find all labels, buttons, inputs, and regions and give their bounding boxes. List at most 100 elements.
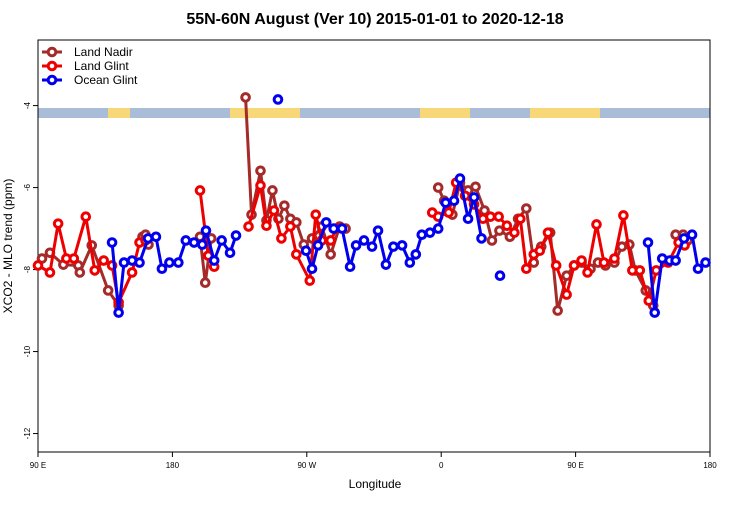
data-point <box>194 185 206 196</box>
data-point <box>142 233 154 244</box>
data-point <box>454 173 466 184</box>
data-point <box>416 229 428 241</box>
x-axis-label: Longitude <box>349 477 402 491</box>
data-point <box>501 220 513 232</box>
data-point <box>350 240 362 251</box>
data-point <box>582 267 593 278</box>
data-point <box>98 255 110 266</box>
chart-title: 55N-60N August (Ver 10) 2015-01-01 to 20… <box>186 11 563 28</box>
data-point <box>118 257 130 268</box>
data-point <box>366 241 378 252</box>
y-tick-label: -8 <box>23 265 32 273</box>
data-point <box>443 207 454 218</box>
data-point <box>591 219 602 230</box>
data-point <box>304 275 316 286</box>
data-point <box>550 260 562 271</box>
data-point <box>598 257 610 268</box>
data-point <box>255 180 266 191</box>
data-point <box>470 181 481 193</box>
data-point <box>328 223 339 234</box>
data-point <box>521 263 532 275</box>
data-point <box>267 185 278 196</box>
data-point <box>568 260 580 271</box>
data-point <box>306 263 318 275</box>
data-point <box>380 259 392 270</box>
data-point <box>126 267 138 278</box>
data-point <box>180 235 192 246</box>
data-point <box>649 307 661 318</box>
data-point <box>261 220 272 232</box>
data-point <box>493 211 504 222</box>
data-point <box>325 235 336 246</box>
data-point <box>609 253 620 264</box>
data-point <box>404 257 416 268</box>
data-point <box>255 165 266 177</box>
x-tick-label: 180 <box>166 461 180 470</box>
legend-label: Land Glint <box>74 59 129 73</box>
data-point <box>52 218 64 229</box>
data-point <box>542 227 554 238</box>
map-ocean <box>130 108 230 118</box>
data-point <box>272 94 284 105</box>
map-ocean <box>600 108 710 118</box>
data-point <box>156 263 168 275</box>
data-point <box>336 223 348 234</box>
legend-label: Land Nadir <box>74 45 133 59</box>
data-point <box>692 263 704 275</box>
data-point <box>106 237 118 248</box>
data-point <box>432 223 444 234</box>
data-point <box>173 257 184 268</box>
data-point <box>686 229 698 241</box>
y-tick-label: -6 <box>23 183 32 191</box>
data-point <box>199 277 211 288</box>
map-strip <box>38 108 710 118</box>
data-point <box>494 270 506 282</box>
data-point <box>325 249 336 260</box>
data-point <box>521 203 532 214</box>
data-point <box>372 225 384 236</box>
y-tick-label: -4 <box>23 101 32 109</box>
x-tick-label: 90 W <box>297 461 316 470</box>
map-ocean <box>38 108 108 118</box>
data-point <box>300 245 312 257</box>
data-point <box>643 295 655 307</box>
data-point <box>44 267 56 278</box>
data-point <box>312 240 324 251</box>
data-point <box>642 237 654 248</box>
legend-label: Ocean Glint <box>74 73 138 87</box>
data-point <box>670 255 681 266</box>
data-point <box>462 213 474 225</box>
data-point <box>243 221 254 232</box>
data-point <box>432 182 444 193</box>
data-point <box>102 285 114 296</box>
data-point <box>576 255 587 266</box>
data-point <box>485 211 496 222</box>
data-point <box>310 209 322 220</box>
legend-marker <box>46 74 58 86</box>
series-line <box>41 97 689 311</box>
data-point <box>634 265 646 276</box>
data-point <box>188 237 200 248</box>
y-tick-label: -12 <box>23 427 32 439</box>
data-point <box>440 197 451 209</box>
data-point <box>216 235 227 246</box>
legend-marker <box>46 46 58 58</box>
data-point <box>534 245 546 257</box>
data-point <box>486 235 498 246</box>
data-point <box>700 257 711 268</box>
data-point <box>113 307 124 318</box>
data-point <box>276 233 287 244</box>
x-tick-label: 180 <box>703 461 717 470</box>
data-point <box>80 211 92 222</box>
data-point <box>476 233 487 244</box>
data-point <box>291 249 302 260</box>
y-axis-label: XCO2 - MLO trend (ppm) <box>1 179 15 314</box>
data-point <box>410 249 422 260</box>
data-point <box>224 247 236 259</box>
data-point <box>268 205 280 216</box>
data-point <box>320 217 332 228</box>
x-tick-label: 0 <box>439 461 444 470</box>
data-point <box>515 213 526 225</box>
data-point <box>150 231 162 243</box>
